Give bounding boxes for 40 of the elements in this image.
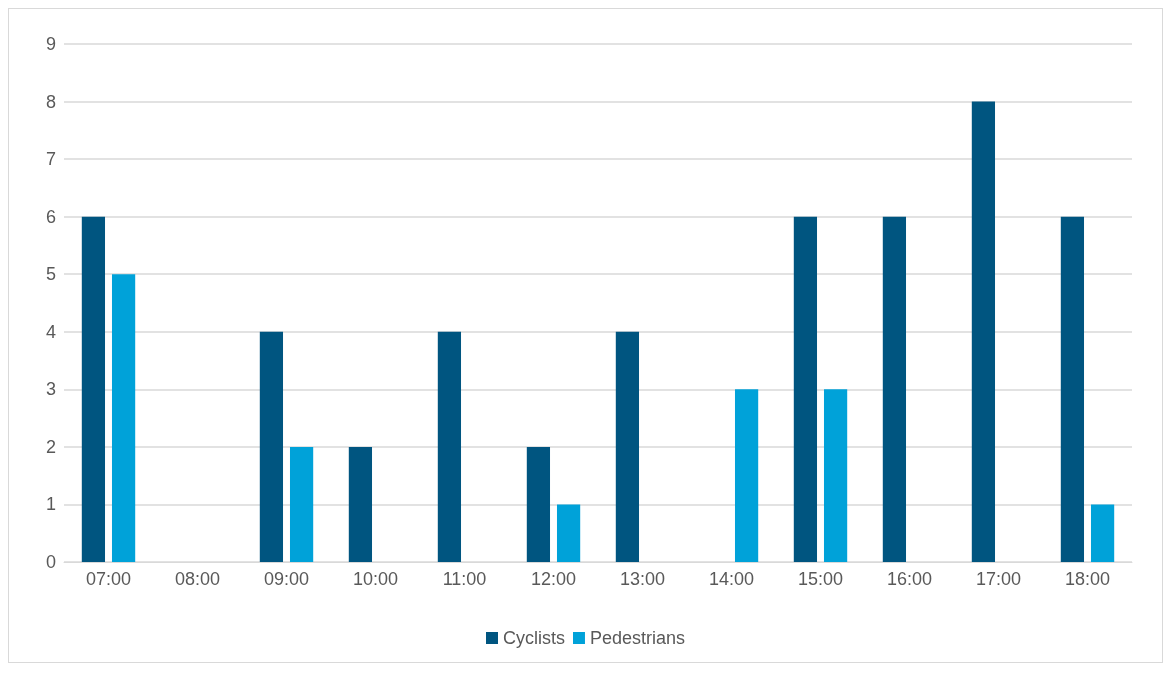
bar — [734, 389, 759, 562]
y-tick-label: 2 — [45, 436, 56, 457]
y-tick-label: 4 — [45, 321, 56, 342]
x-tick-label: 15:00 — [797, 569, 844, 589]
x-tick-label: 10:00 — [352, 569, 399, 589]
bar — [1060, 216, 1085, 562]
bar — [823, 389, 848, 562]
bar — [882, 216, 907, 562]
bar — [348, 446, 373, 562]
legend-label: Cyclists — [502, 628, 565, 648]
y-tick-label: 8 — [45, 91, 56, 112]
x-tick-label: 18:00 — [1064, 569, 1111, 589]
bar — [615, 331, 640, 562]
x-tick-label: 07:00 — [85, 569, 132, 589]
y-tick-label: 0 — [45, 552, 56, 572]
x-tick-label: 09:00 — [263, 569, 310, 589]
y-tick-label: 5 — [45, 264, 56, 285]
y-tick-label: 6 — [45, 206, 56, 227]
x-tick-label: 17:00 — [975, 569, 1022, 589]
bar — [289, 446, 314, 562]
y-tick-label: 7 — [45, 149, 56, 170]
y-tick-label: 3 — [45, 379, 56, 400]
bar — [111, 274, 136, 562]
bar — [971, 101, 996, 562]
legend-label: Pedestrians — [589, 628, 686, 648]
x-tick-label: 16:00 — [886, 569, 933, 589]
bar — [437, 331, 462, 562]
x-tick-label: 08:00 — [174, 569, 221, 589]
y-tick-label: 9 — [45, 34, 56, 54]
x-tick-label: 14:00 — [708, 569, 755, 589]
bar — [793, 216, 818, 562]
x-tick-label: 11:00 — [442, 569, 487, 589]
bar — [81, 216, 106, 562]
y-tick-label: 1 — [45, 494, 56, 515]
x-tick-label: 12:00 — [530, 569, 577, 589]
bar — [259, 331, 284, 562]
bar — [1090, 504, 1115, 562]
x-tick-label: 13:00 — [619, 569, 666, 589]
bar — [556, 504, 581, 562]
bar — [526, 446, 551, 562]
